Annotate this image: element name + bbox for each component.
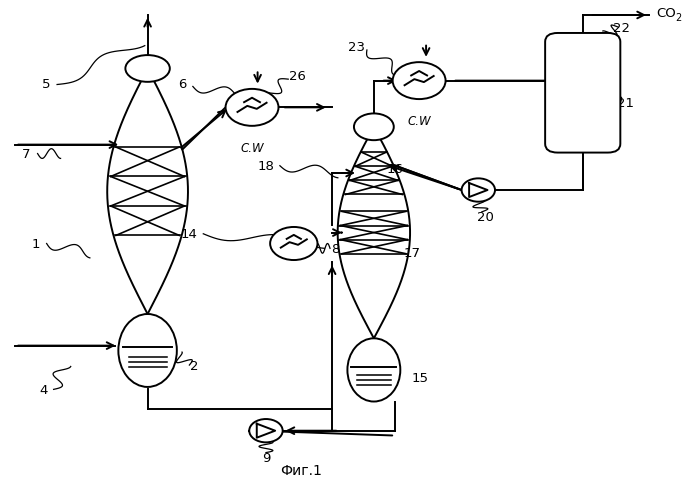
Circle shape [461,179,495,202]
Text: 26: 26 [289,70,305,83]
Text: 6: 6 [178,78,187,90]
Ellipse shape [125,56,170,82]
Ellipse shape [347,339,401,402]
Text: 2: 2 [675,13,682,23]
Circle shape [270,227,317,261]
Text: C.W: C.W [408,115,431,128]
Text: 15: 15 [411,371,428,384]
Text: 9: 9 [261,451,270,464]
Circle shape [250,419,282,443]
Text: 8: 8 [331,243,339,255]
Text: Фиг.1: Фиг.1 [280,463,322,477]
Circle shape [226,90,278,126]
Text: 21: 21 [617,97,634,110]
Text: CO: CO [656,7,676,20]
Text: C.W: C.W [240,142,264,155]
Text: 2: 2 [190,359,199,372]
Ellipse shape [118,314,177,387]
Text: 22: 22 [613,21,630,35]
Text: 20: 20 [477,211,493,224]
Text: 5: 5 [43,78,51,90]
Ellipse shape [354,114,394,141]
Circle shape [393,63,445,100]
FancyBboxPatch shape [545,34,620,153]
Text: 16: 16 [387,163,403,175]
Text: 7: 7 [22,148,30,161]
Text: 1: 1 [32,238,41,250]
Text: 23: 23 [348,41,365,54]
Text: 18: 18 [257,160,275,173]
Text: 17: 17 [403,246,421,259]
Text: 14: 14 [181,228,198,241]
Text: 4: 4 [39,383,48,396]
